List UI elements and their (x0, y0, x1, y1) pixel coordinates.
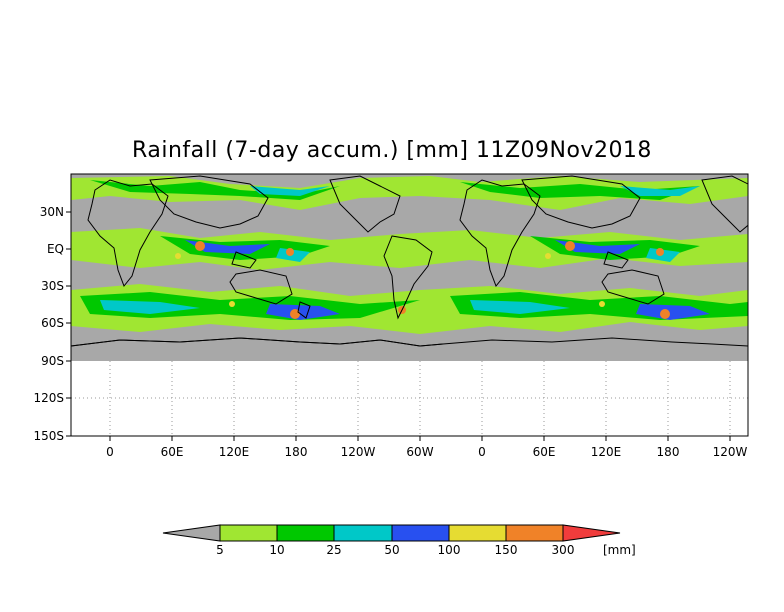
grid-lines (71, 361, 748, 436)
colorbar-unit: [mm] (603, 543, 636, 557)
coastlines (71, 175, 748, 347)
colorbar-segment (391, 524, 450, 542)
colorbar-low-arrow (162, 524, 221, 542)
x-tick-label: 120W (341, 445, 376, 459)
y-tick-label: 90S (41, 354, 64, 368)
x-tick-label: 180 (285, 445, 308, 459)
x-tick-label: 120E (591, 445, 622, 459)
y-axis: 30N EQ 30S 60S 90S 120S 150S (33, 205, 71, 443)
x-tick-label: 0 (106, 445, 114, 459)
colorbar-label: 5 (216, 543, 224, 557)
x-tick-label: 120W (713, 445, 748, 459)
colorbar-segment (219, 524, 278, 542)
colorbar-segment (505, 524, 564, 542)
x-tick-label: 0 (478, 445, 486, 459)
colorbar-label: 150 (495, 543, 518, 557)
colorbar-label: 25 (326, 543, 341, 557)
x-tick-label: 120E (219, 445, 250, 459)
colorbar: 5 10 25 50 100 150 300 [mm] (162, 524, 636, 557)
colorbar-segment (448, 524, 507, 542)
x-tick-label: 60E (161, 445, 184, 459)
y-tick-label: 30N (40, 205, 64, 219)
x-axis: 0 60E 120E 180 120W 60W 0 60E 120E 180 1… (106, 436, 748, 459)
colorbar-label: 10 (269, 543, 284, 557)
y-tick-label: 60S (41, 316, 64, 330)
map-field (71, 174, 748, 361)
colorbar-label: 300 (552, 543, 575, 557)
coastline-copy-2 (71, 175, 748, 347)
colorbar-segment (333, 524, 393, 542)
x-tick-label: 60W (406, 445, 433, 459)
y-tick-label: 30S (41, 279, 64, 293)
colorbar-high-arrow (562, 524, 621, 542)
map-frame (70, 173, 749, 437)
x-tick-label: 60E (533, 445, 556, 459)
y-tick-label: 120S (33, 391, 64, 405)
colorbar-label: 100 (438, 543, 461, 557)
y-tick-label: 150S (33, 429, 64, 443)
x-tick-label: 180 (657, 445, 680, 459)
chart-title: Rainfall (7-day accum.) [mm] 11Z09Nov201… (132, 138, 652, 163)
colorbar-label: 50 (384, 543, 399, 557)
colorbar-segment (276, 524, 335, 542)
y-tick-label: EQ (47, 242, 64, 256)
dry-background (71, 174, 748, 361)
